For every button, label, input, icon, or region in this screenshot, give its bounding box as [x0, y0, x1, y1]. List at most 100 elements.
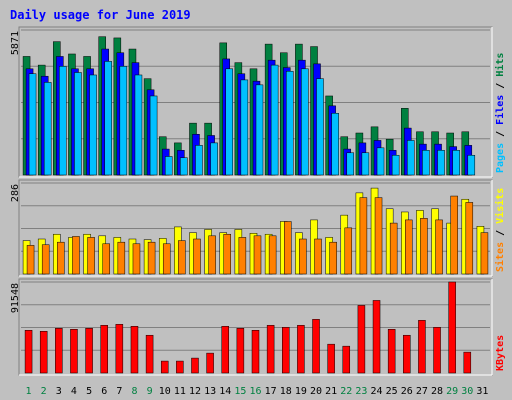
day-label: 2: [41, 386, 47, 397]
legend-entry-sites: Sites: [494, 242, 506, 272]
bar-sites-day-23: [359, 197, 368, 275]
bar-sites-day-3: [57, 241, 65, 275]
bar-sites-day-24: [374, 197, 383, 275]
bar-sites-day-25: [389, 222, 398, 275]
bar-kbytes-day-16: [251, 330, 260, 374]
series-legend: KBytes: [495, 335, 506, 371]
bar-kbytes-day-23: [357, 305, 366, 374]
panel-1: 5871 Pages / Files / Hits: [10, 26, 506, 178]
bar-kbytes-day-11: [176, 360, 184, 374]
bar-pages-day-10: [164, 156, 173, 176]
legend-entry-pages: Pages: [495, 143, 506, 173]
bar-kbytes-day-7: [115, 324, 124, 374]
day-label: 22: [340, 386, 352, 397]
bar-sites-day-16: [253, 235, 262, 275]
bar-pages-day-1: [28, 73, 37, 176]
legend-separator: /: [495, 224, 506, 242]
day-label: 14: [219, 386, 231, 397]
bar-kbytes-day-18: [282, 327, 290, 374]
bar-kbytes-day-4: [70, 329, 78, 374]
day-label: 15: [234, 386, 246, 397]
bar-sites-day-10: [162, 243, 171, 275]
day-label: 28: [431, 386, 443, 397]
bar-kbytes-day-1: [24, 330, 33, 374]
bar-sites-day-26: [405, 219, 413, 275]
bar-pages-day-5: [89, 74, 97, 176]
bar-sites-day-8: [132, 243, 141, 275]
bar-pages-day-20: [316, 78, 324, 176]
bar-pages-day-30: [467, 154, 476, 176]
y-max-label: 5871: [10, 31, 21, 55]
bar-sites-day-18: [284, 221, 292, 275]
bar-pages-day-17: [270, 64, 279, 176]
bar-kbytes-day-12: [191, 357, 199, 374]
day-label: 13: [204, 386, 216, 397]
series-kbytes: [24, 281, 472, 374]
bar-kbytes-day-5: [85, 328, 93, 374]
legend-separator: /: [495, 125, 506, 143]
chart-panels: 5871 Pages / Files / Hits 286 Sites / Visit…: [10, 26, 506, 376]
day-label: 9: [147, 386, 153, 397]
bar-sites-day-7: [117, 241, 126, 275]
bar-kbytes-day-6: [100, 325, 108, 374]
bar-pages-day-9: [149, 95, 158, 176]
bar-sites-day-29: [450, 195, 458, 275]
bar-sites-day-15: [238, 237, 247, 275]
day-label: 26: [401, 386, 413, 397]
bar-pages-day-16: [255, 84, 264, 176]
bar-kbytes-day-26: [403, 334, 411, 374]
bar-kbytes-day-22: [342, 345, 351, 374]
day-label: 31: [476, 386, 488, 397]
bar-sites-day-27: [420, 218, 428, 275]
bar-sites-day-17: [268, 235, 277, 275]
bar-pages-day-23: [361, 152, 370, 176]
bar-sites-day-22: [344, 227, 353, 275]
bar-pages-day-14: [225, 68, 233, 176]
bar-sites-day-4: [72, 236, 80, 275]
day-label: 29: [446, 386, 458, 397]
day-label: 17: [265, 386, 277, 397]
day-label: 25: [386, 386, 398, 397]
bar-pages-day-21: [331, 113, 339, 176]
bar-pages-day-2: [43, 82, 52, 176]
bar-pages-day-22: [346, 152, 355, 176]
series-pages: [28, 61, 476, 176]
bar-pages-day-29: [452, 150, 460, 176]
bar-sites-day-19: [299, 238, 307, 275]
day-axis-labels: 1 2 3 4 5 6 7 8 9 10 11 12 13 14 15 16 17 18 19 20 21 22 23 24 2…: [26, 386, 489, 397]
bar-kbytes-day-10: [160, 360, 169, 374]
day-label: 6: [101, 386, 107, 397]
day-label: 20: [310, 386, 322, 397]
bar-pages-day-24: [376, 147, 385, 176]
bar-kbytes-day-9: [145, 334, 154, 374]
bar-sites-day-1: [26, 245, 35, 275]
day-label: 18: [280, 386, 292, 397]
day-label: 19: [295, 386, 307, 397]
day-label: 4: [71, 386, 77, 397]
bar-kbytes-day-8: [130, 326, 139, 374]
day-label: 11: [174, 386, 186, 397]
legend-entry-files: Files: [494, 95, 506, 125]
panel-2: 286 Sites / Visits: [10, 179, 506, 277]
bar-pages-day-27: [422, 150, 430, 176]
day-label: 3: [56, 386, 62, 397]
bar-sites-day-20: [314, 238, 322, 275]
bar-kbytes-day-30: [463, 351, 472, 374]
day-label: 16: [249, 386, 261, 397]
bar-kbytes-day-29: [448, 281, 456, 374]
bar-kbytes-day-2: [39, 331, 48, 374]
bar-kbytes-day-20: [312, 319, 320, 374]
bar-kbytes-day-19: [297, 325, 305, 374]
legend-entry-visits: Visits: [494, 188, 506, 224]
bar-kbytes-day-15: [236, 328, 245, 374]
bar-sites-day-21: [329, 241, 337, 275]
day-label: 23: [355, 386, 367, 397]
legend-entry-hits: Hits: [494, 53, 506, 77]
bar-pages-day-25: [391, 154, 400, 176]
bar-pages-day-19: [301, 68, 309, 176]
day-label: 27: [416, 386, 428, 397]
bar-pages-day-18: [286, 71, 294, 176]
bar-sites-day-31: [480, 232, 489, 275]
bar-kbytes-day-14: [221, 326, 229, 374]
